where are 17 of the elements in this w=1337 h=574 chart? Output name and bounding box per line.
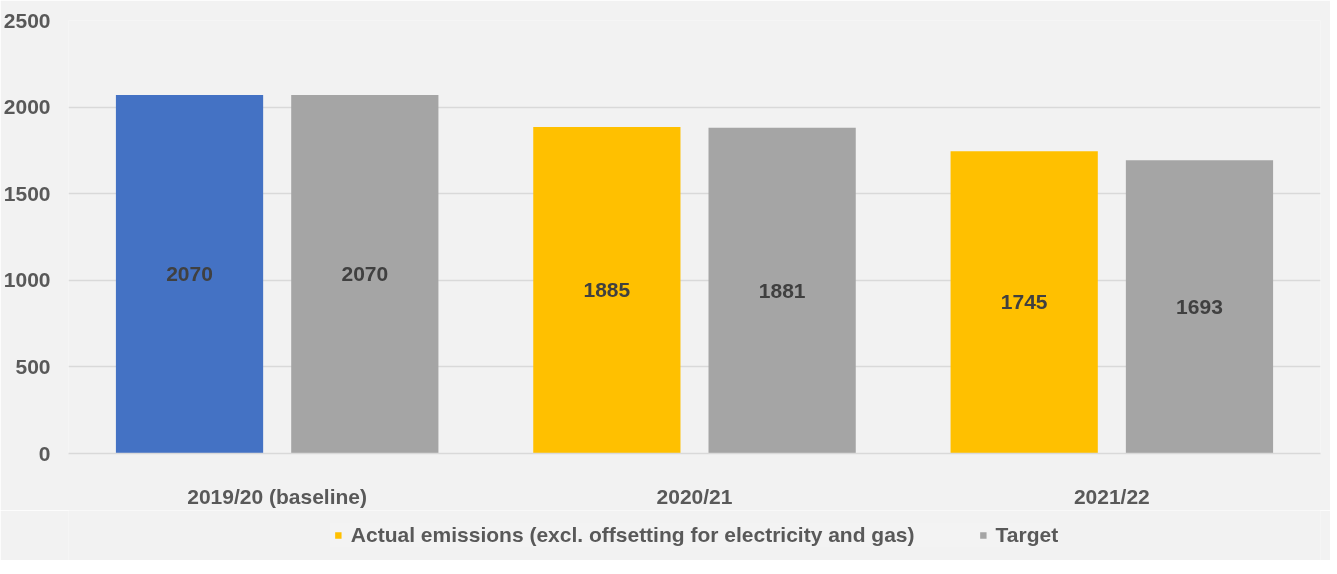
y-tick-label: 1500 xyxy=(3,181,51,205)
data-label: 1881 xyxy=(758,278,806,302)
legend-label: Target xyxy=(995,523,1059,547)
legend-label: Actual emissions (excl. offsetting for electricity and gas) xyxy=(350,523,915,547)
data-label: 1885 xyxy=(583,278,631,302)
y-tick-label: 2500 xyxy=(3,8,51,32)
x-tick-label: 2019/20 (baseline) xyxy=(187,484,368,508)
x-tick-label: 2020/21 xyxy=(656,484,733,508)
x-tick-label: 2021/22 xyxy=(1073,484,1150,508)
y-tick-label: 0 xyxy=(38,441,51,465)
y-tick-label: 500 xyxy=(15,354,51,378)
data-label: 1745 xyxy=(1000,290,1048,314)
data-label: 2070 xyxy=(341,262,389,286)
data-label: 1693 xyxy=(1176,294,1223,318)
y-tick-label: 1000 xyxy=(3,268,51,292)
data-label: 2070 xyxy=(166,262,213,286)
y-tick-label: 2000 xyxy=(3,95,51,119)
